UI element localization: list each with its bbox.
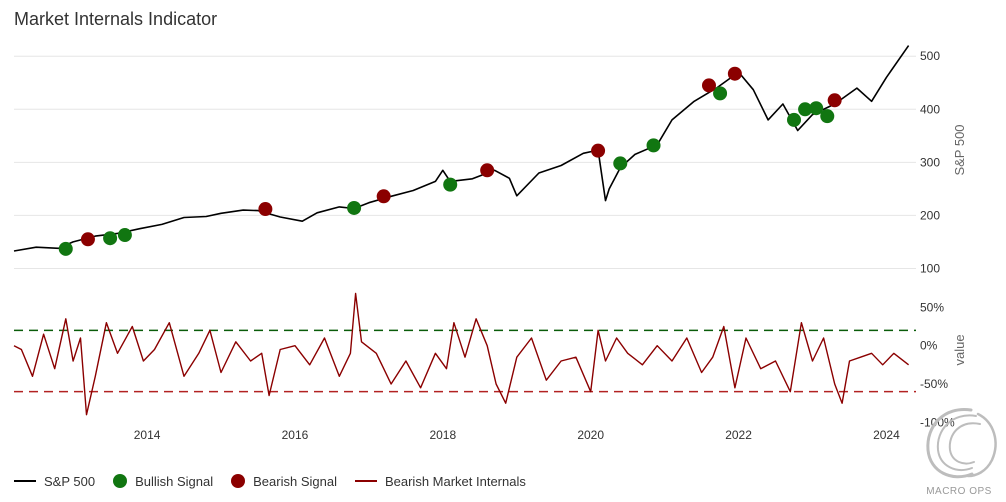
bullish-signal-point[interactable] [820, 109, 835, 124]
y-tick-label: -50% [920, 377, 948, 391]
bullish-signal-point[interactable] [117, 228, 132, 243]
bullish-signal-point[interactable] [103, 231, 118, 246]
legend-label-bearish: Bearish Signal [253, 473, 337, 489]
legend-item-bullish[interactable]: Bullish Signal [113, 474, 213, 489]
legend-label-internals: Bearish Market Internals [384, 473, 526, 489]
watermark-text: MACRO OPS [926, 486, 992, 497]
x-tick-label: 2016 [282, 428, 309, 442]
y-tick-label: 100 [920, 261, 940, 275]
y-axis-title: value [952, 334, 967, 365]
macro-ops-logo: MACRO OPS [926, 408, 997, 497]
y-tick-label: 200 [920, 208, 940, 222]
series-line-s-p-500 [13, 45, 910, 252]
bearish-signal-point[interactable] [827, 93, 842, 108]
bullish-signal-point[interactable] [809, 101, 824, 116]
bullish-signal-point[interactable] [798, 102, 813, 117]
bearish-signal-point[interactable] [480, 163, 495, 178]
x-tick-label: 2020 [577, 428, 604, 442]
y-tick-label: 400 [920, 102, 940, 116]
legend-swatch-internals [354, 480, 377, 482]
y-axis-title: S&P 500 [952, 124, 967, 175]
bullish-signal-point[interactable] [613, 156, 628, 171]
legend-item-internals[interactable]: Bearish Market Internals [354, 473, 526, 489]
legend-label-bullish: Bullish Signal [135, 473, 214, 489]
legend-swatch-bearish [231, 474, 246, 488]
bearish-signal-point[interactable] [727, 66, 742, 81]
legend: S&P 500 Bullish Signal Bearish Signal Be… [14, 471, 544, 491]
legend-swatch-sp500 [14, 480, 36, 482]
x-tick-label: 2024 [873, 428, 900, 442]
bullish-signal-point[interactable] [443, 177, 458, 192]
y-tick-label: 50% [920, 300, 944, 314]
x-tick-label: 2018 [429, 428, 456, 442]
reference-lines [14, 329, 916, 393]
chart-title: Market Internals Indicator [14, 9, 218, 29]
series-line-bearish-market-internals [13, 292, 910, 416]
bullish-signal-point[interactable] [58, 241, 73, 256]
legend-label-sp500: S&P 500 [44, 473, 96, 489]
bearish-signal-point[interactable] [376, 189, 391, 204]
bearish-signal-point[interactable] [591, 143, 606, 158]
bullish-signal-point[interactable] [713, 86, 728, 101]
y-tick-label: 500 [920, 49, 940, 63]
x-tick-label: 2022 [725, 428, 752, 442]
y-tick-label: 300 [920, 155, 940, 169]
bearish-signal-point[interactable] [80, 232, 95, 247]
legend-item-sp500[interactable]: S&P 500 [14, 474, 95, 489]
signal-points[interactable] [58, 66, 842, 256]
legend-swatch-bullish [113, 474, 128, 488]
y-tick-label: 0% [920, 339, 938, 353]
bullish-signal-point[interactable] [347, 200, 362, 215]
bearish-signal-point[interactable] [701, 78, 716, 93]
legend-item-bearish[interactable]: Bearish Signal [231, 474, 337, 489]
x-tick-label: 2014 [134, 428, 161, 442]
bullish-signal-point[interactable] [646, 138, 661, 153]
lower-series [13, 292, 910, 416]
upper-series [13, 45, 910, 252]
bullish-signal-point[interactable] [787, 112, 802, 127]
upper-grid [14, 55, 916, 269]
bearish-signal-point[interactable] [258, 202, 273, 217]
